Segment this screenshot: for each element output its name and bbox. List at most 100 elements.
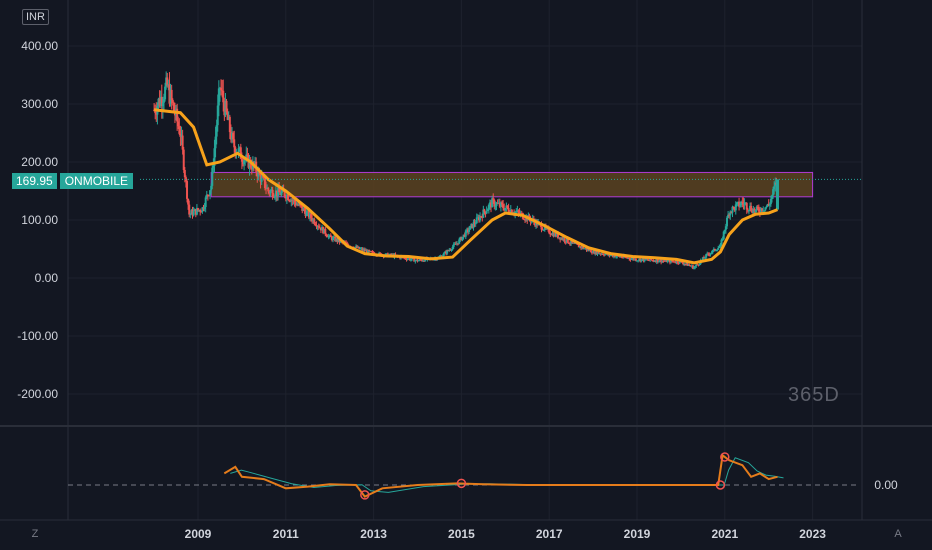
candle-body [189, 213, 192, 215]
candle-body [612, 255, 615, 257]
candle-body [675, 260, 678, 263]
candle-body [701, 257, 704, 260]
candle-body [479, 216, 482, 221]
currency-badge[interactable]: INR [22, 9, 49, 25]
candle-body [730, 211, 733, 213]
candle-body [459, 237, 462, 240]
candle-body [749, 205, 752, 211]
candle-body [553, 233, 556, 237]
candle-body [584, 248, 587, 250]
candle-body [197, 208, 199, 211]
candle-body [193, 209, 196, 212]
candle-body [446, 250, 449, 254]
candle-body [404, 257, 407, 259]
cross-marker [456, 478, 467, 489]
candle-body [517, 210, 520, 213]
candle-body [756, 206, 759, 209]
candle-body [583, 248, 586, 250]
candle-body [664, 259, 667, 261]
candle-body [207, 195, 210, 197]
candle-body [685, 262, 688, 264]
candle-body [589, 249, 592, 253]
candle-body [591, 252, 594, 254]
candle-body [666, 260, 669, 263]
candle-body [285, 194, 288, 199]
candle-body [769, 198, 772, 205]
candle-body [162, 99, 165, 103]
candle-body [752, 208, 755, 213]
candle-body [188, 204, 191, 215]
candle-body [415, 259, 418, 261]
candle-body [485, 211, 488, 214]
candle-body [166, 77, 169, 86]
candle-body [727, 214, 730, 218]
candle-body [637, 260, 640, 262]
candle-body [481, 216, 484, 218]
candle-body [272, 196, 275, 198]
candle-body [550, 234, 553, 236]
auto-scale-z-button[interactable]: Z [31, 528, 39, 540]
candle-body [488, 202, 491, 205]
candle-body [559, 237, 562, 240]
candle-body [452, 244, 455, 247]
candle-body [158, 98, 161, 106]
candle-body [408, 258, 411, 261]
price-axis[interactable]: 400.00 300.00 200.00 100.00 0.00 -100.00 -200.… [17, 39, 58, 401]
candle-body [715, 250, 718, 252]
candle-body [657, 261, 660, 263]
auto-scale-a-button[interactable]: A [894, 528, 902, 540]
candle-body [313, 219, 316, 224]
candle-body [560, 237, 563, 240]
candle-body [597, 252, 600, 254]
price-tick-label: -200.00 [17, 387, 58, 401]
candle-body [417, 260, 420, 262]
candle-body [367, 250, 370, 253]
cross-marker [720, 452, 730, 462]
candle-body [223, 102, 226, 116]
candle-body [651, 260, 654, 262]
candle-body [693, 267, 696, 269]
candle-body [682, 262, 685, 265]
candle-body [487, 204, 490, 210]
symbol-label: ONMOBILE [59, 172, 134, 189]
candle-body [495, 203, 498, 207]
candle-body [614, 255, 617, 258]
candle-body [574, 243, 577, 245]
cross-marker [715, 480, 726, 490]
candle-body [460, 237, 463, 241]
candle-body [484, 211, 487, 214]
moving-average-line [153, 108, 779, 265]
candle-body [212, 165, 215, 168]
candle-body [587, 249, 590, 251]
candle-body [633, 258, 636, 260]
candle-body [198, 209, 201, 211]
candle-body [164, 86, 167, 100]
candle-body [717, 247, 720, 250]
candle-body [573, 242, 576, 244]
candle-body [227, 116, 230, 120]
price-tick-label: 0.00 [35, 271, 59, 285]
candle-body [761, 208, 764, 212]
candle-body [405, 258, 408, 260]
indicator-signal-line [230, 457, 784, 493]
candle-body [205, 194, 208, 198]
indicator-tick-label: 0.00 [874, 478, 898, 492]
candle-body [323, 228, 326, 234]
candle-body [772, 189, 775, 196]
candle-body [246, 154, 249, 156]
candle-body [250, 166, 253, 170]
candle-body [466, 229, 469, 232]
time-axis[interactable]: 2009 2011 2013 2015 2017 2019 2021 2023 [185, 527, 827, 541]
candle-body [179, 133, 182, 137]
candle-body [496, 203, 499, 205]
candle-body [259, 174, 262, 182]
candle-body [331, 237, 334, 241]
candle-body [461, 236, 464, 241]
candle-body [237, 148, 240, 153]
candle-body [239, 147, 242, 159]
candle-body [319, 227, 322, 231]
candle-body [451, 246, 454, 250]
indicator-axis: 0.00 [874, 478, 898, 492]
candle-body [571, 241, 574, 243]
